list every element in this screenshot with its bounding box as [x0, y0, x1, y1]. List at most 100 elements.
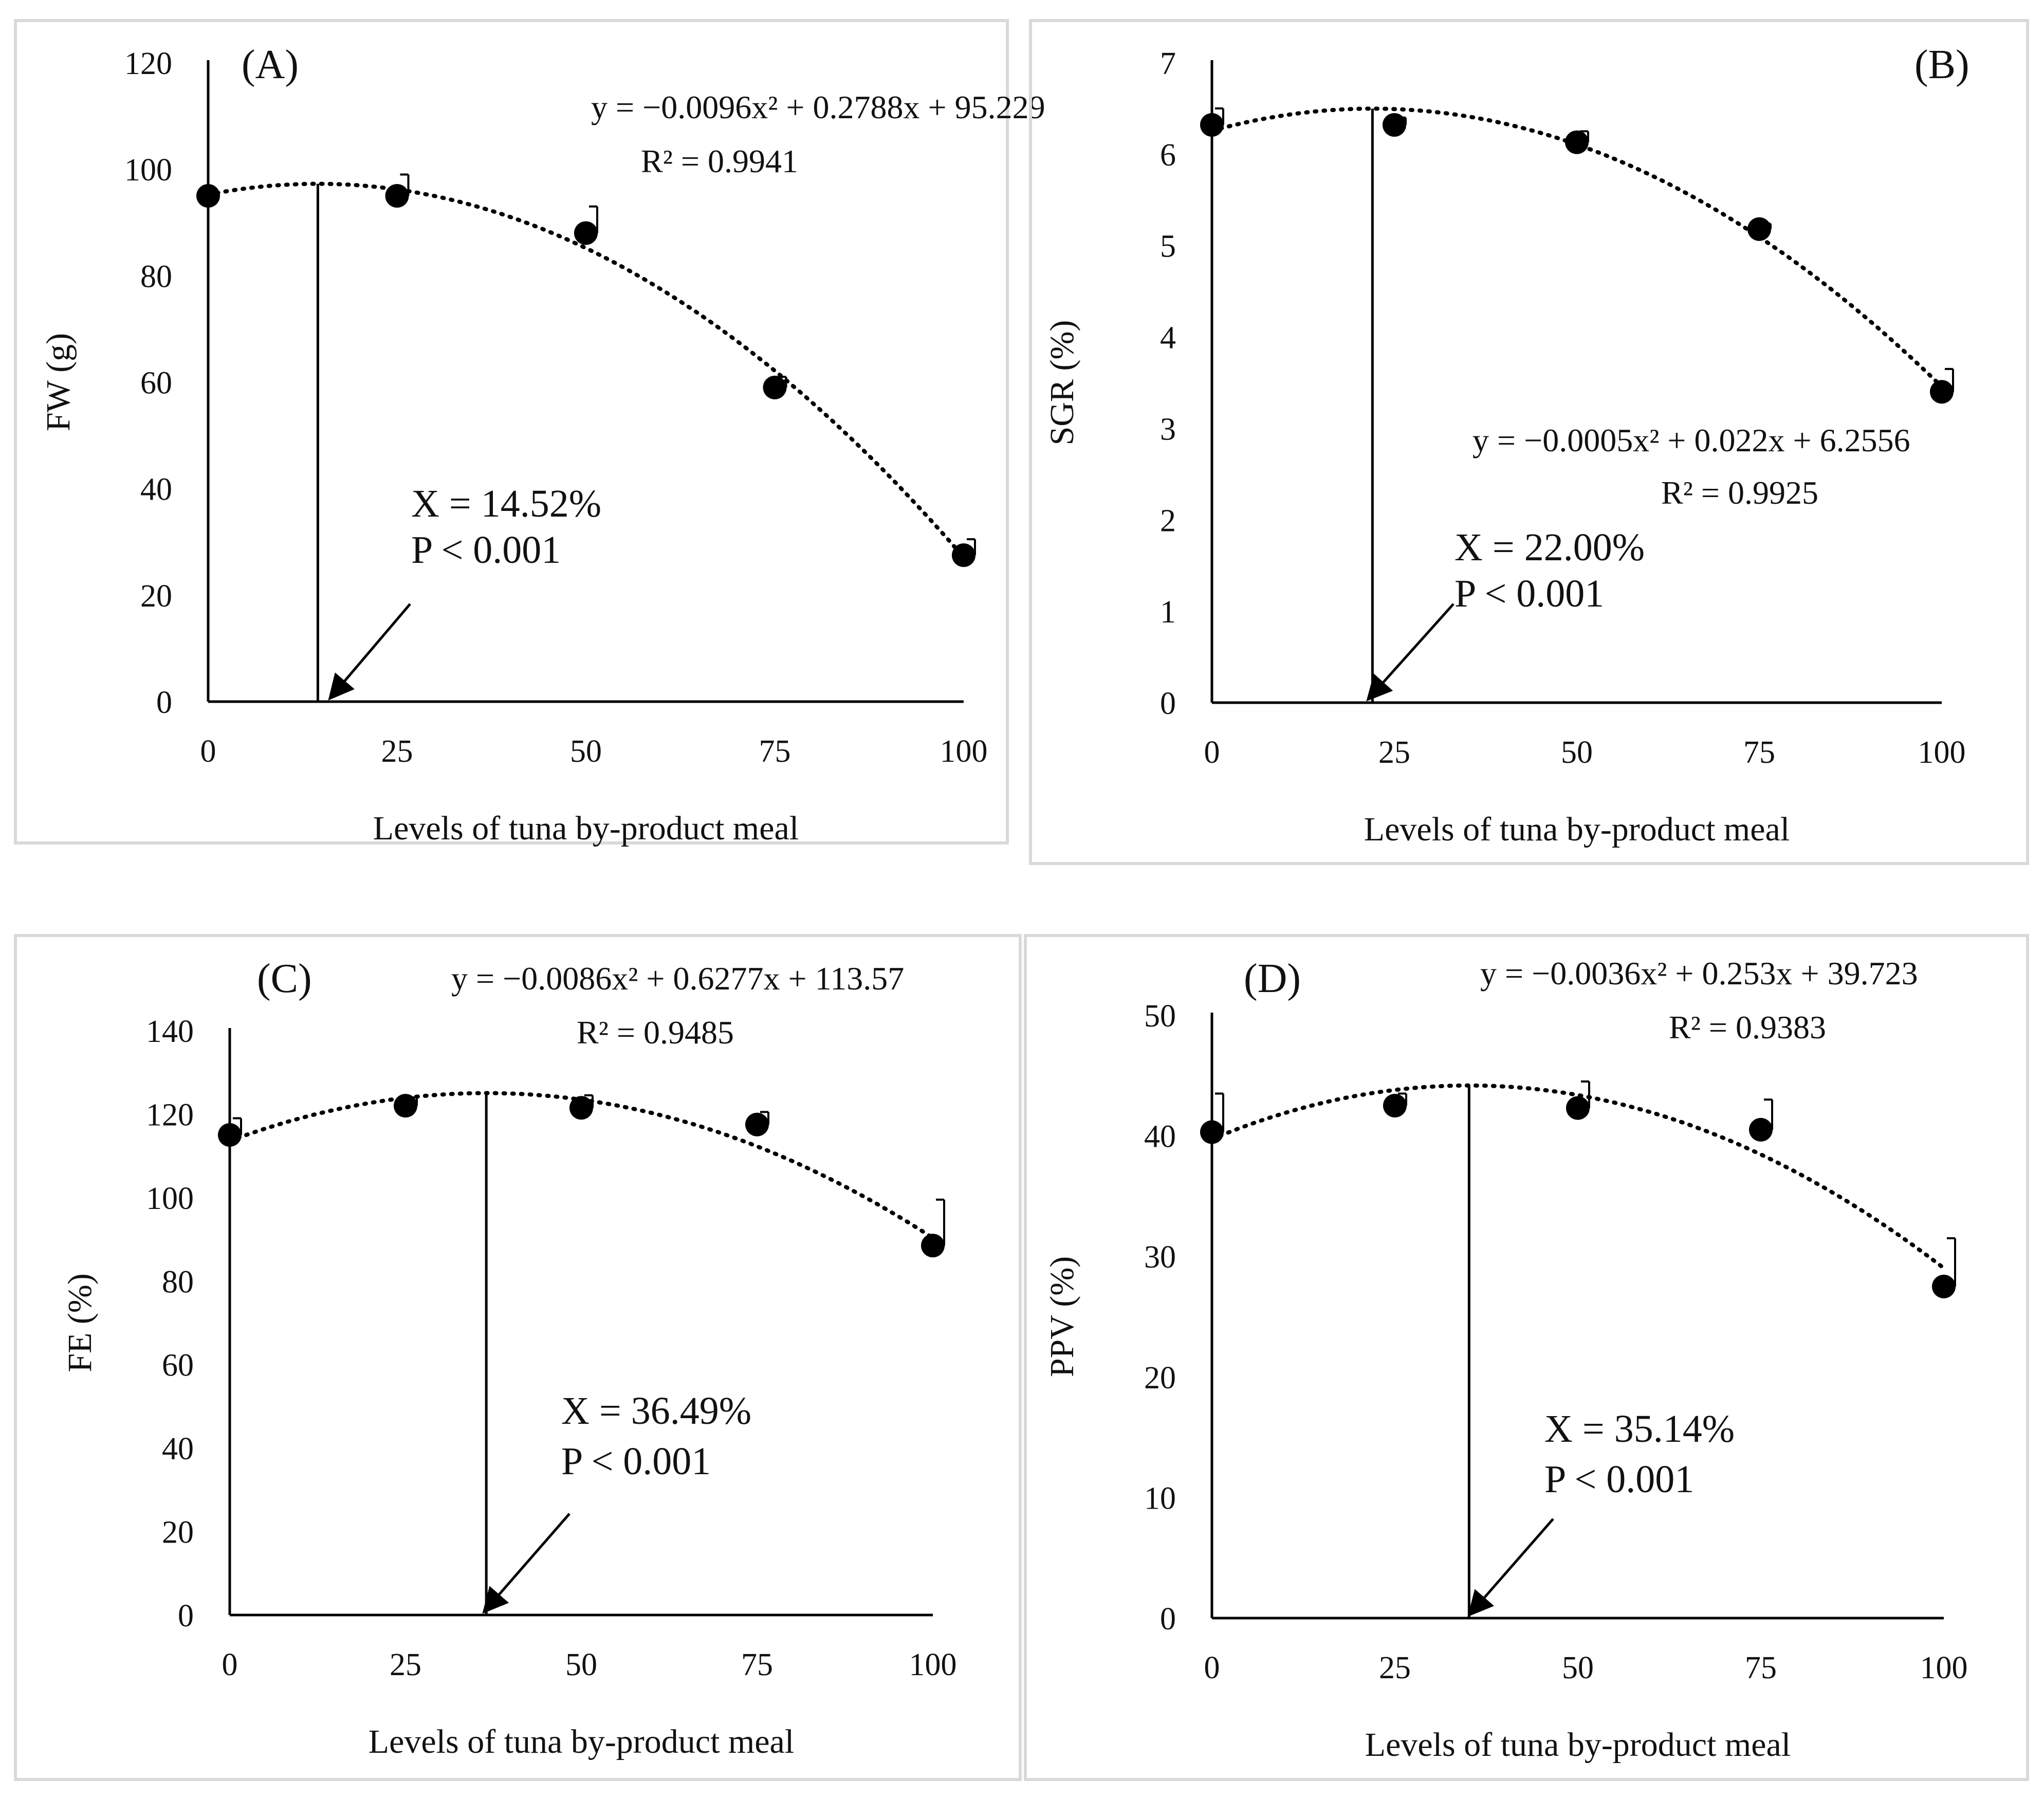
optimum-p-label: P < 0.001 [561, 1440, 711, 1483]
y-tick-label: 140 [146, 1014, 194, 1049]
data-point [1566, 1096, 1590, 1120]
data-point [745, 1112, 769, 1136]
trendline-equation: y = −0.0036x² + 0.253x + 39.723 [1480, 955, 1918, 992]
y-tick-label: 100 [146, 1181, 194, 1216]
x-tick-label: 100 [940, 734, 988, 769]
y-tick-label: 80 [140, 259, 172, 294]
x-axis-title: Levels of tuna by-product meal [373, 810, 799, 847]
x-tick-label: 50 [570, 734, 602, 769]
panel-frame [14, 934, 1022, 1781]
y-tick-label: 120 [124, 46, 172, 81]
optimum-arrow [1467, 1518, 1554, 1617]
y-tick-label: 50 [1144, 999, 1176, 1034]
y-tick-label: 80 [162, 1264, 194, 1299]
y-axis-title: FE (%) [61, 1273, 99, 1372]
data-point [1383, 113, 1406, 137]
x-tick-label: 25 [390, 1647, 421, 1682]
trendline-equation: y = −0.0086x² + 0.6277x + 113.57 [451, 960, 904, 997]
x-axis-title: Levels of tuna by-product meal [1365, 1726, 1791, 1764]
optimum-p-label: P < 0.001 [1454, 572, 1604, 615]
optimum-arrow [1366, 603, 1454, 702]
y-tick-label: 10 [1144, 1481, 1176, 1516]
data-point [385, 184, 409, 208]
trendline-equation: y = −0.0096x² + 0.2788x + 95.229 [591, 89, 1045, 125]
y-tick-label: 20 [1144, 1361, 1176, 1396]
y-axis-title: PPV (%) [1043, 1256, 1081, 1377]
y-tick-label: 30 [1144, 1240, 1176, 1275]
x-tick-label: 25 [381, 734, 413, 769]
x-tick-label: 75 [1745, 1650, 1777, 1685]
x-axis-title: Levels of tuna by-product meal [1364, 811, 1790, 848]
optimum-x-label: X = 22.00% [1454, 526, 1645, 569]
x-tick-label: 25 [1378, 735, 1410, 770]
data-point [1200, 1120, 1224, 1144]
x-tick-label: 0 [200, 734, 216, 769]
x-tick-label: 0 [222, 1647, 238, 1682]
y-tick-label: 0 [156, 685, 172, 720]
data-point [218, 1123, 242, 1147]
data-point [574, 221, 598, 245]
y-axis-title: FW (g) [40, 333, 77, 431]
data-point [1383, 1093, 1407, 1117]
x-tick-label: 0 [1204, 735, 1220, 770]
panel-frame [1029, 19, 2029, 865]
y-tick-label: 40 [140, 472, 172, 507]
chart-panel-c: 0 25 50 75 100 0 20 40 60 80 100 120 140 Levels of tu… [14, 934, 1022, 1781]
data-point [196, 184, 220, 208]
panel-label: (B) [1914, 42, 1969, 87]
data-point [1200, 113, 1224, 137]
y-tick-label: 100 [124, 153, 172, 188]
y-tick-label: 4 [1160, 321, 1176, 356]
x-tick-label: 75 [759, 734, 791, 769]
data-point [1747, 217, 1771, 241]
x-tick-label: 100 [1920, 1650, 1968, 1685]
data-point [1565, 130, 1589, 154]
r-squared-label: R² = 0.9383 [1669, 1009, 1826, 1045]
y-tick-label: 0 [1160, 1602, 1176, 1637]
optimum-p-label: P < 0.001 [1544, 1458, 1694, 1501]
data-point [569, 1096, 593, 1120]
y-tick-label: 60 [162, 1348, 194, 1383]
data-point [1749, 1117, 1773, 1142]
chart-panel-a: 0 25 50 75 100 0 20 40 60 80 100 120 Levels of tuna … [14, 19, 1045, 847]
x-tick-label: 50 [565, 1647, 597, 1682]
optimum-p-label: P < 0.001 [411, 528, 561, 572]
chart-panel-b: 0 25 50 75 100 0 1 2 3 4 5 6 7 Levels of tuna by-prod… [1029, 19, 2029, 865]
r-squared-label: R² = 0.9925 [1661, 474, 1818, 511]
x-tick-label: 50 [1561, 735, 1593, 770]
x-tick-label: 50 [1562, 1650, 1594, 1685]
y-tick-label: 20 [162, 1515, 194, 1550]
trendline-curve [1210, 1083, 1946, 1271]
y-tick-label: 0 [1160, 686, 1176, 721]
data-point [394, 1094, 417, 1118]
y-tick-label: 40 [1144, 1120, 1176, 1154]
panel-label: (C) [257, 956, 312, 1001]
trendline-curve [1210, 106, 1944, 389]
optimum-arrow [328, 603, 411, 701]
x-tick-label: 75 [741, 1647, 773, 1682]
optimum-x-label: X = 36.49% [561, 1389, 751, 1433]
x-tick-label: 100 [909, 1647, 957, 1682]
data-point [1932, 1274, 1956, 1298]
x-axis-title: Levels of tuna by-product meal [369, 1723, 794, 1760]
panel-label: (D) [1244, 956, 1301, 1001]
trendline-curve [206, 181, 966, 560]
y-tick-label: 6 [1160, 138, 1176, 173]
y-tick-label: 40 [162, 1432, 194, 1466]
y-tick-label: 5 [1160, 229, 1176, 264]
y-tick-label: 120 [146, 1097, 194, 1132]
y-tick-label: 60 [140, 366, 172, 401]
chart-panel-d: 0 25 50 75 100 0 10 20 30 40 50 Levels of tuna by-p… [1024, 934, 2029, 1781]
y-tick-label: 0 [178, 1599, 194, 1634]
data-point [921, 1234, 945, 1258]
panel-frame [14, 19, 1009, 845]
x-tick-label: 75 [1743, 735, 1775, 770]
panel-frame [1024, 934, 2029, 1781]
y-tick-label: 1 [1160, 595, 1176, 630]
trendline-equation: y = −0.0005x² + 0.022x + 6.2556 [1472, 422, 1910, 458]
r-squared-label: R² = 0.9485 [577, 1014, 734, 1051]
x-tick-label: 100 [1918, 735, 1966, 770]
panel-label: (A) [242, 42, 299, 87]
r-squared-label: R² = 0.9941 [641, 143, 798, 179]
